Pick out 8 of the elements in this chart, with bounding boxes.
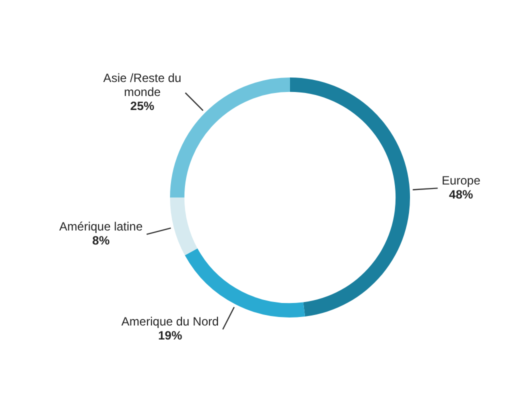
slice-label: Amerique du Nord	[121, 314, 219, 329]
slice-label: Europe	[442, 174, 481, 188]
slice-label: Amérique latine	[59, 220, 143, 234]
data-label: 48%	[449, 188, 474, 202]
data-label: 19%	[158, 328, 182, 343]
slice-label: Asie /Reste du monde	[103, 71, 182, 100]
data-label: 25%	[130, 99, 155, 114]
data-label: 8%	[92, 234, 110, 248]
